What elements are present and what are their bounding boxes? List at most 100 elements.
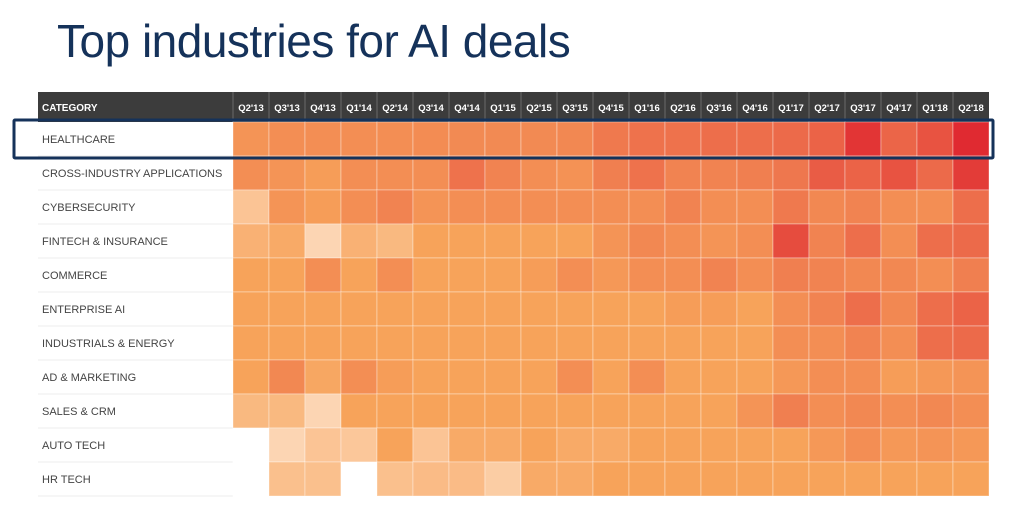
heatmap-cell	[592, 427, 630, 463]
heatmap-cell	[664, 325, 702, 361]
heatmap-cell	[556, 121, 594, 157]
heatmap-cell	[916, 325, 954, 361]
heatmap-cell	[304, 189, 342, 225]
heatmap-cell	[808, 257, 846, 293]
heatmap-cell	[556, 325, 594, 361]
heatmap-cell	[808, 393, 846, 429]
heatmap-cell	[412, 291, 450, 327]
heatmap-cell	[556, 461, 594, 497]
column-label: Q1'14	[346, 103, 372, 114]
highlight-row-border	[12, 118, 995, 160]
heatmap-cell	[628, 121, 666, 157]
heatmap-cell	[376, 189, 414, 225]
heatmap-cell	[304, 461, 342, 497]
heatmap-cell	[556, 359, 594, 395]
heatmap-cell	[448, 291, 486, 327]
column-label: Q3'17	[850, 103, 876, 114]
heatmap-cell	[412, 393, 450, 429]
heatmap-cell	[700, 393, 738, 429]
heatmap-cell	[520, 325, 558, 361]
row-label: AD & MARKETING	[42, 372, 136, 384]
heatmap-cell	[808, 155, 846, 191]
heatmap-cell	[952, 155, 990, 191]
heatmap-cell	[520, 257, 558, 293]
heatmap-cell	[448, 121, 486, 157]
heatmap-cell	[808, 223, 846, 259]
heatmap-cell	[628, 393, 666, 429]
heatmap-cell	[484, 223, 522, 259]
heatmap-cell	[736, 461, 774, 497]
heatmap-cell	[664, 393, 702, 429]
heatmap-cell	[664, 223, 702, 259]
heatmap-cell	[232, 461, 270, 497]
heatmap-cell	[232, 189, 270, 225]
heatmap-cell	[952, 325, 990, 361]
heatmap-cell	[952, 189, 990, 225]
heatmap-cell	[772, 189, 810, 225]
heatmap-cell	[484, 461, 522, 497]
heatmap-cell	[952, 257, 990, 293]
heatmap-cell	[700, 427, 738, 463]
heatmap-cell	[844, 257, 882, 293]
heatmap-cell	[556, 291, 594, 327]
heatmap-cell	[376, 223, 414, 259]
column-label: Q1'15	[490, 103, 516, 114]
heatmap-cell	[304, 427, 342, 463]
column-label: Q2'18	[958, 103, 984, 114]
heatmap-cell	[556, 189, 594, 225]
row-label: HEALTHCARE	[42, 134, 115, 146]
heatmap-cell	[592, 257, 630, 293]
heatmap-cell	[844, 155, 882, 191]
heatmap-cell	[880, 393, 918, 429]
heatmap-cell	[376, 461, 414, 497]
heatmap-cell	[520, 121, 558, 157]
heatmap-cell	[880, 427, 918, 463]
heatmap-cell	[484, 427, 522, 463]
heatmap-cell	[304, 325, 342, 361]
heatmap-cell	[412, 427, 450, 463]
heatmap-cell	[592, 359, 630, 395]
heatmap-cell	[520, 393, 558, 429]
heatmap-cell	[664, 359, 702, 395]
heatmap-cell	[412, 359, 450, 395]
column-label: Q4'15	[598, 103, 624, 114]
heatmap-cell	[916, 223, 954, 259]
page-title: Top industries for AI deals	[57, 15, 571, 67]
heatmap-cell	[592, 461, 630, 497]
column-label: Q4'13	[310, 103, 336, 114]
heatmap-cell	[304, 257, 342, 293]
heatmap-cell	[412, 223, 450, 259]
heatmap-cell	[628, 155, 666, 191]
heatmap-cell	[808, 461, 846, 497]
heatmap-cell	[304, 223, 342, 259]
heatmap-cell	[700, 223, 738, 259]
heatmap-cell	[268, 427, 306, 463]
column-label: Q3'16	[706, 103, 732, 114]
heatmap-cell	[916, 393, 954, 429]
heatmap-cell	[340, 325, 378, 361]
header-category-label: CATEGORY	[42, 103, 98, 114]
heatmap-cell	[628, 223, 666, 259]
column-label: Q1'16	[634, 103, 660, 114]
heatmap-cell	[664, 257, 702, 293]
heatmap-cell	[592, 223, 630, 259]
heatmap-cell	[952, 121, 990, 157]
heatmap-cell	[340, 223, 378, 259]
heatmap-cell	[556, 393, 594, 429]
heatmap-cell	[844, 427, 882, 463]
heatmap-cell	[268, 359, 306, 395]
heatmap-cell	[232, 257, 270, 293]
heatmap-cell	[952, 359, 990, 395]
heatmap-cell	[232, 393, 270, 429]
column-label: Q2'14	[382, 103, 408, 114]
heatmap-cell	[592, 325, 630, 361]
heatmap-cell	[304, 359, 342, 395]
heatmap-cell	[520, 461, 558, 497]
heatmap-cell	[880, 291, 918, 327]
heatmap-cell	[412, 121, 450, 157]
heatmap-cell	[772, 223, 810, 259]
heatmap-cell	[664, 155, 702, 191]
heatmap-cell	[880, 223, 918, 259]
heatmap-cell	[700, 155, 738, 191]
heatmap-cell	[772, 427, 810, 463]
